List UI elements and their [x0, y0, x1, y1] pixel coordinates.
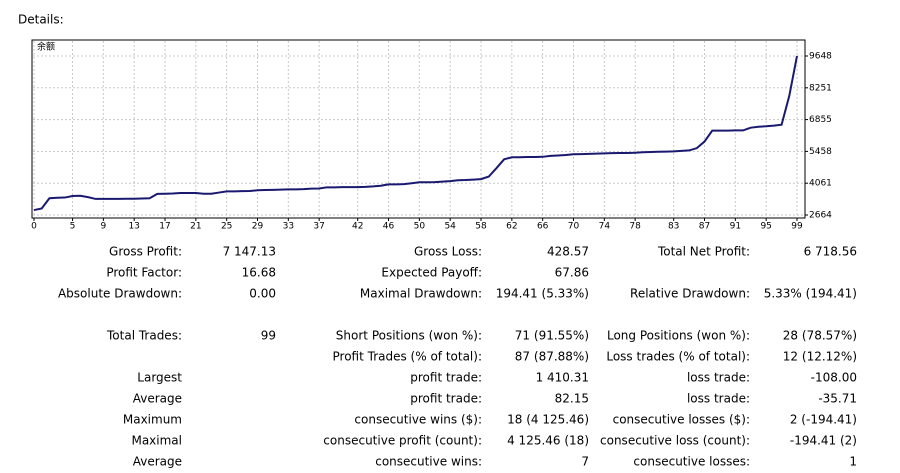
- value: 194.41 (5.33%): [496, 287, 589, 301]
- x-tick-label: 83: [668, 222, 679, 232]
- value: 28 (78.57%): [783, 329, 857, 343]
- y-tick-label: 4061: [809, 179, 832, 189]
- value: 2 (-194.41): [790, 413, 857, 427]
- label: Expected Payoff:: [381, 266, 482, 280]
- x-tick-label: 29: [252, 222, 264, 232]
- value: 18 (4 125.46): [507, 413, 589, 427]
- x-tick-label: 74: [599, 222, 611, 232]
- value: 7 147.13: [223, 245, 276, 259]
- label: profit trade:: [410, 392, 482, 406]
- series-label: 余额: [37, 41, 55, 53]
- label: Average: [133, 392, 182, 406]
- value: -108.00: [811, 371, 857, 385]
- label: consecutive losses ($):: [613, 413, 750, 427]
- x-tick-label: 54: [444, 222, 456, 232]
- y-tick-label: 9648: [809, 52, 832, 62]
- label: Maximum: [123, 413, 182, 427]
- label: Largest: [137, 371, 182, 385]
- label: Long Positions (won %):: [607, 329, 750, 343]
- x-tick-label: 17: [159, 222, 170, 232]
- value: 1: [849, 455, 857, 469]
- x-tick-label: 62: [506, 222, 517, 232]
- x-tick-label: 70: [568, 222, 580, 232]
- x-tick-label: 21: [190, 222, 201, 232]
- x-tick-label: 87: [699, 222, 710, 232]
- value: -35.71: [818, 392, 857, 406]
- y-tick-label: 8251: [809, 83, 832, 93]
- value: 5.33% (194.41): [764, 287, 857, 301]
- label: consecutive losses:: [633, 455, 750, 469]
- value: 99: [261, 329, 276, 343]
- label: Average: [133, 455, 182, 469]
- label: consecutive wins:: [375, 455, 482, 469]
- label: Maximal Drawdown:: [360, 287, 482, 301]
- value: 12 (12.12%): [783, 350, 857, 364]
- title: Details:: [18, 13, 64, 27]
- value: 7: [581, 455, 589, 469]
- value: 4 125.46 (18): [507, 434, 589, 448]
- value: 16.68: [242, 266, 276, 280]
- x-tick-label: 5: [70, 222, 76, 232]
- value: 428.57: [547, 245, 589, 259]
- y-tick-label: 5458: [809, 147, 832, 157]
- label: Total Trades:: [106, 329, 182, 343]
- x-tick-label: 9: [100, 222, 106, 232]
- value: 0.00: [249, 287, 276, 301]
- x-tick-label: 25: [221, 222, 232, 232]
- value: 6 718.56: [804, 245, 857, 259]
- label: Profit Factor:: [106, 266, 182, 280]
- x-tick-label: 33: [283, 222, 294, 232]
- label: consecutive profit (count):: [323, 434, 482, 448]
- label: Gross Loss:: [414, 245, 482, 259]
- x-tick-label: 99: [791, 222, 803, 232]
- x-tick-label: 13: [128, 222, 139, 232]
- label: consecutive loss (count):: [600, 434, 750, 448]
- label: Relative Drawdown:: [630, 287, 750, 301]
- x-tick-label: 0: [31, 222, 37, 232]
- value: -194.41 (2): [790, 434, 857, 448]
- value: 71 (91.55%): [515, 329, 589, 343]
- label: Maximal: [131, 434, 182, 448]
- plot-frame: [31, 39, 806, 219]
- x-tick-label: 42: [352, 222, 363, 232]
- y-tick-label: 6855: [809, 115, 832, 125]
- value: 87 (87.88%): [515, 350, 589, 364]
- x-tick-label: 95: [760, 222, 771, 232]
- label: loss trade:: [687, 371, 750, 385]
- label: consecutive wins ($):: [354, 413, 482, 427]
- label: Absolute Drawdown:: [58, 287, 182, 301]
- y-tick-label: 2664: [809, 211, 832, 221]
- value: 1 410.31: [536, 371, 589, 385]
- x-tick-label: 37: [313, 222, 324, 232]
- value: 67.86: [555, 266, 589, 280]
- label: Profit Trades (% of total):: [333, 350, 482, 364]
- label: Total Net Profit:: [657, 245, 750, 259]
- label: Loss trades (% of total):: [606, 350, 750, 364]
- x-tick-label: 66: [537, 222, 549, 232]
- x-tick-label: 78: [629, 222, 641, 232]
- label: Short Positions (won %):: [336, 329, 482, 343]
- value: 82.15: [555, 392, 589, 406]
- x-tick-label: 46: [383, 222, 395, 232]
- label: loss trade:: [687, 392, 750, 406]
- label: profit trade:: [410, 371, 482, 385]
- x-tick-label: 91: [730, 222, 741, 232]
- label: Gross Profit:: [109, 245, 182, 259]
- balance-line: [33, 55, 798, 212]
- x-tick-label: 50: [414, 222, 426, 232]
- x-tick-label: 58: [475, 222, 487, 232]
